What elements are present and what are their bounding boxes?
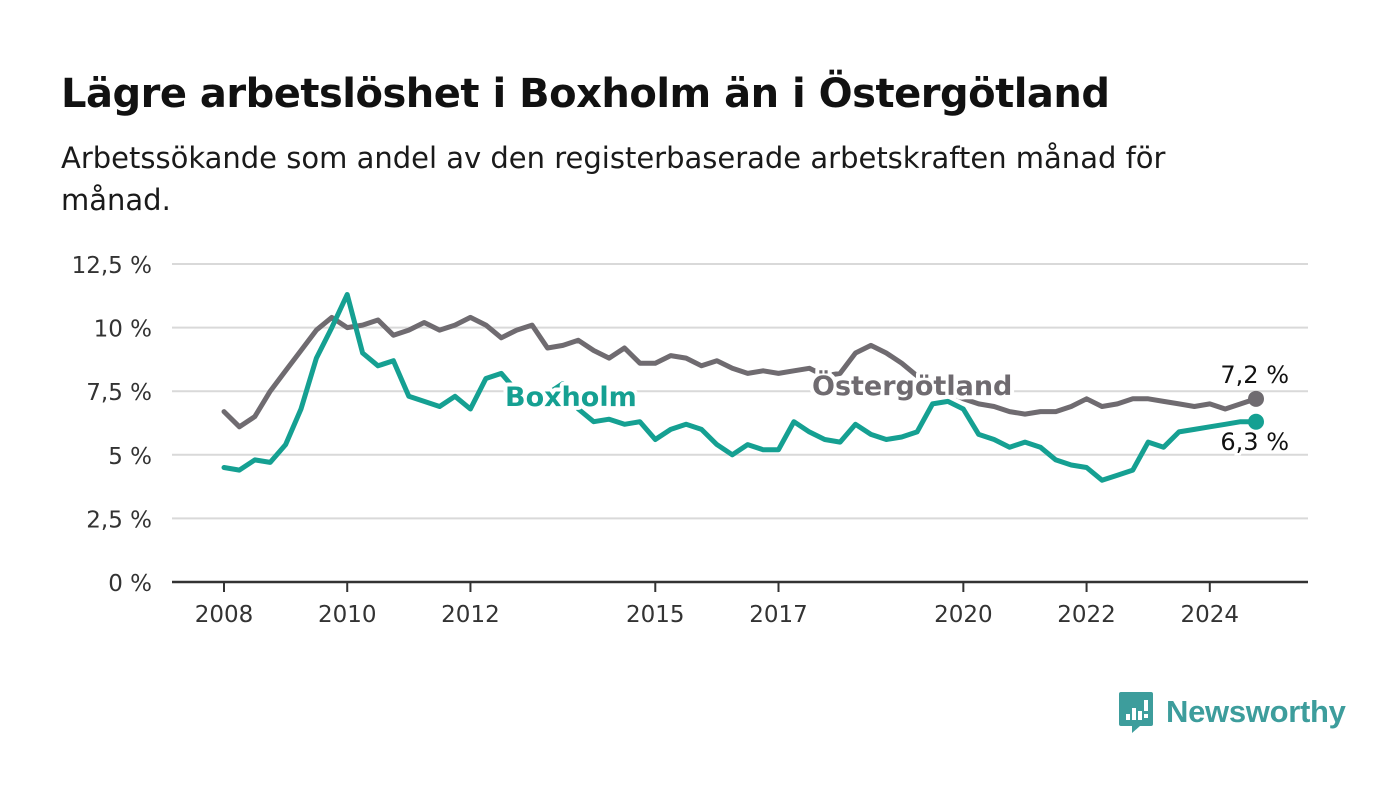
y-tick-label: 12,5 % <box>72 253 152 279</box>
x-tick-label: 2010 <box>318 602 377 628</box>
x-tick-label: 2015 <box>626 602 685 628</box>
chart-title: Lägre arbetslöshet i Boxholm än i Österg… <box>61 71 1110 117</box>
y-tick-label: 0 % <box>108 571 152 597</box>
brand-name: Newsworthy <box>1166 694 1346 729</box>
series-endpoint <box>1248 413 1264 430</box>
x-tick-label: 2020 <box>934 602 993 628</box>
chart-subtitle: Arbetssökande som andel av den registerb… <box>61 141 1166 217</box>
x-tick-label: 2008 <box>195 602 254 628</box>
x-tick-label: 2022 <box>1057 602 1116 628</box>
y-tick-label: 2,5 % <box>86 507 152 533</box>
series-labels: 7,2 % 6,3 % Boxholm Östergötland <box>501 361 1292 459</box>
y-tick-label: 7,5 % <box>86 380 152 406</box>
series-label-boxholm: Boxholm <box>505 382 637 413</box>
x-tick-label: 2012 <box>441 602 500 628</box>
newsworthy-logo-icon <box>1119 692 1153 733</box>
series-lines <box>221 292 1264 483</box>
y-axis: 0 % 2,5 % 5 % 7,5 % 10 % 12,5 % <box>72 253 152 597</box>
series-endpoint <box>1248 390 1264 407</box>
end-value-label: 6,3 % <box>1220 428 1289 456</box>
y-tick-label: 5 % <box>108 444 152 470</box>
x-tick-label: 2024 <box>1181 602 1240 628</box>
x-tick-label: 2017 <box>749 602 808 628</box>
end-value-label: 7,2 % <box>1220 361 1289 389</box>
series-line--sterg-tland <box>221 314 1259 430</box>
newsworthy-logo[interactable]: Newsworthy <box>1118 690 1346 734</box>
grid-lines <box>172 263 1308 520</box>
series-label-ostergotland: Östergötland <box>812 369 1012 402</box>
x-axis: 2008 2010 2012 2015 2017 2020 2022 2024 <box>172 580 1308 628</box>
series-line-boxholm <box>221 292 1259 483</box>
y-tick-label: 10 % <box>94 317 152 343</box>
